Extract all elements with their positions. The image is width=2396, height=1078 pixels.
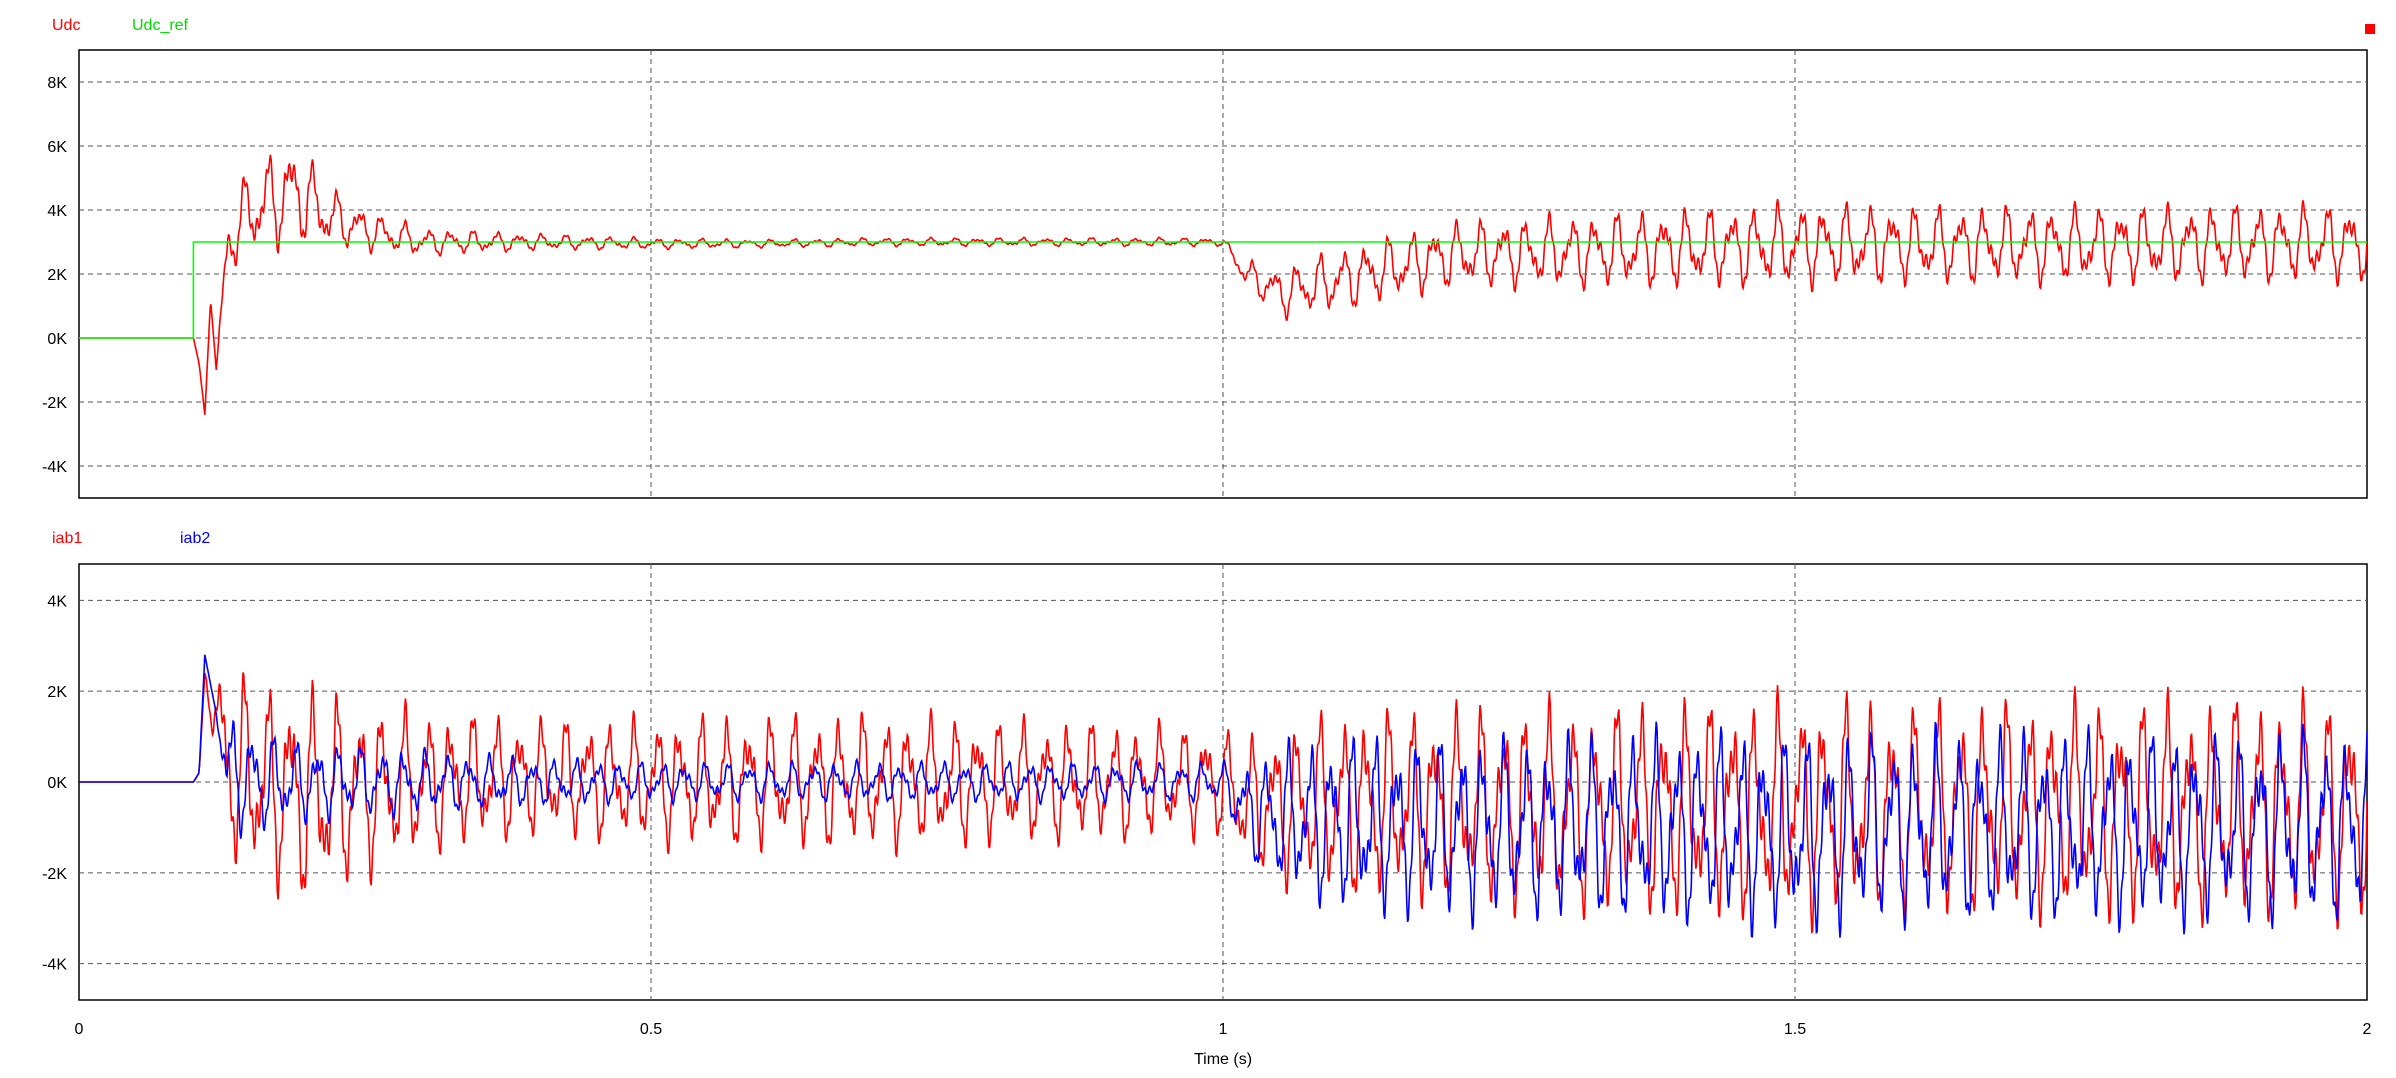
y-tick-label: 4K xyxy=(47,203,67,220)
y-tick-label: 6K xyxy=(47,139,67,156)
x-tick-label: 0.5 xyxy=(640,1021,662,1038)
plot-udc: 8K 6K 4K 2K 0K -2K -4K xyxy=(42,49,2368,499)
legend-udc-ref: Udc_ref xyxy=(132,17,189,34)
y-tick-label: 0K xyxy=(47,775,67,792)
y-tick-label: 2K xyxy=(47,684,67,701)
legend-iab1: iab1 xyxy=(52,530,82,547)
y-tick-label: -4K xyxy=(42,957,67,974)
x-tick-label: 2 xyxy=(2363,1021,2372,1038)
x-tick-label: 0 xyxy=(75,1021,84,1038)
y-tick-label: 2K xyxy=(47,267,67,284)
y-tick-label: 0K xyxy=(47,331,67,348)
x-tick-label: 1.5 xyxy=(1784,1021,1806,1038)
y-tick-label: -2K xyxy=(42,866,67,883)
series-line-iab2 xyxy=(79,654,2367,938)
plot-iab: 4K 2K 0K -2K -4K 0 0.5 1 1.5 2 xyxy=(42,563,2372,1038)
legend-udc: Udc xyxy=(52,17,80,34)
y-tick-label: 8K xyxy=(47,75,67,92)
legend-iab2: iab2 xyxy=(180,530,210,547)
corner-marker-icon[interactable] xyxy=(2365,24,2375,34)
x-axis-label: Time (s) xyxy=(1194,1051,1252,1068)
y-tick-label: 4K xyxy=(47,593,67,610)
y-tick-label: -4K xyxy=(42,459,67,476)
y-tick-label: -2K xyxy=(42,395,67,412)
series-line-udc-ref xyxy=(79,241,2367,339)
x-tick-label: 1 xyxy=(1219,1021,1228,1038)
